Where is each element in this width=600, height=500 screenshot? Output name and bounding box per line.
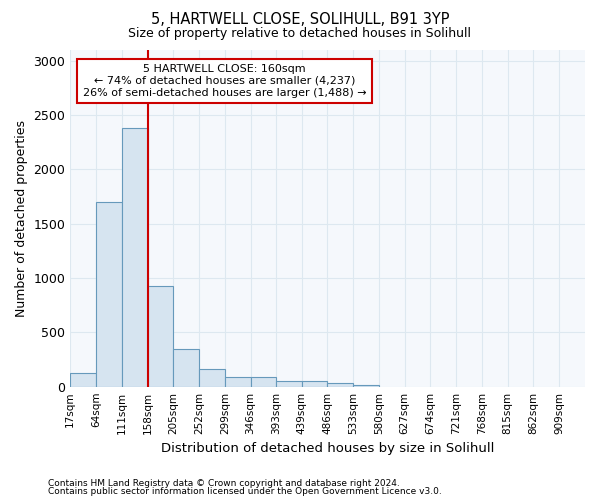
Bar xyxy=(328,383,353,386)
Y-axis label: Number of detached properties: Number of detached properties xyxy=(15,120,28,317)
Bar xyxy=(96,202,122,386)
Text: 5, HARTWELL CLOSE, SOLIHULL, B91 3YP: 5, HARTWELL CLOSE, SOLIHULL, B91 3YP xyxy=(151,12,449,28)
Text: Contains HM Land Registry data © Crown copyright and database right 2024.: Contains HM Land Registry data © Crown c… xyxy=(48,478,400,488)
Bar xyxy=(122,128,148,386)
Bar xyxy=(148,286,173,386)
Text: Contains public sector information licensed under the Open Government Licence v3: Contains public sector information licen… xyxy=(48,487,442,496)
Bar xyxy=(302,382,328,386)
X-axis label: Distribution of detached houses by size in Solihull: Distribution of detached houses by size … xyxy=(161,442,494,455)
Text: Size of property relative to detached houses in Solihull: Size of property relative to detached ho… xyxy=(128,28,472,40)
Bar xyxy=(251,377,277,386)
Bar xyxy=(70,372,96,386)
Text: 5 HARTWELL CLOSE: 160sqm
← 74% of detached houses are smaller (4,237)
26% of sem: 5 HARTWELL CLOSE: 160sqm ← 74% of detach… xyxy=(83,64,367,98)
Bar xyxy=(173,348,199,387)
Bar xyxy=(199,370,225,386)
Bar xyxy=(353,384,379,386)
Bar xyxy=(277,382,302,386)
Bar xyxy=(225,377,251,386)
